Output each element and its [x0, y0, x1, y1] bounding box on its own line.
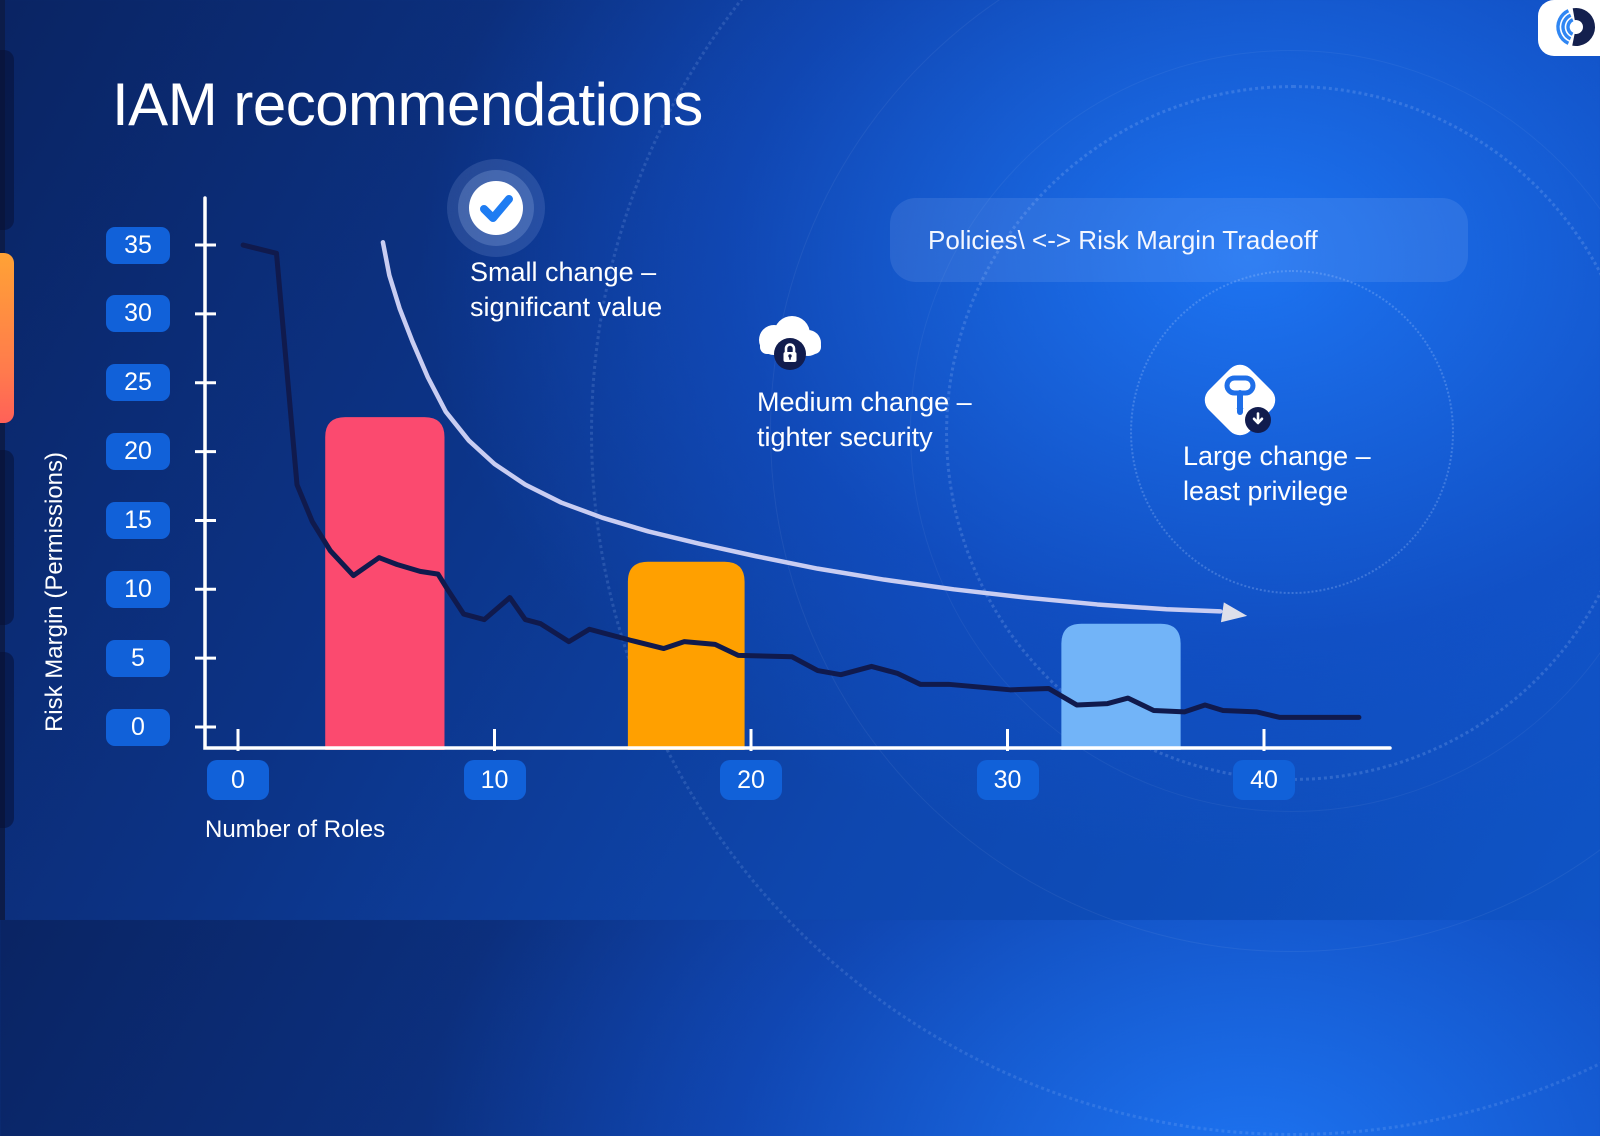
annotation-line: Medium change – [757, 387, 972, 417]
annotation-line: significant value [470, 292, 663, 322]
annotation-medium-change: Medium change – tighter security [757, 385, 972, 455]
cloud-lock-icon [759, 316, 821, 370]
y-tick-chip-30: 30 [106, 295, 170, 333]
trend-arrow-head [1220, 602, 1248, 623]
brand-sonar-ring-icon [1556, 7, 1596, 47]
tradeoff-pill: Policies\ <-> Risk Margin Tradeoff [890, 198, 1468, 282]
y-tick-chip-35: 35 [106, 226, 170, 264]
y-tick-chip-20: 20 [106, 433, 170, 471]
annotation-line: Large change – [1183, 441, 1371, 471]
risk-margin-line [240, 242, 1362, 720]
card-peek [0, 450, 14, 625]
page-title: IAM recommendations [112, 71, 703, 138]
risk-margin-chart [240, 240, 1362, 750]
annotation-small-change: Small change – significant value [470, 255, 662, 325]
y-tick-chip-5: 5 [106, 639, 170, 677]
brand-logo [1538, 0, 1600, 56]
card-peek [0, 652, 14, 828]
annotation-line: Small change – [470, 257, 657, 287]
key-download-icon [1204, 364, 1276, 436]
annotation-large-change: Large change – least privilege [1183, 439, 1371, 509]
tradeoff-trend-curve [380, 240, 1223, 614]
y-tick-chip-25: 25 [106, 364, 170, 402]
large-change-bar [1061, 623, 1181, 750]
card-peek-orange [0, 253, 14, 423]
y-tick-chip-15: 15 [106, 501, 170, 539]
check-circle-icon [447, 159, 545, 257]
small-change-bar [325, 417, 445, 750]
y-tick-chip-0: 0 [106, 708, 170, 746]
x-tick-chip-20: 20 [720, 760, 782, 800]
x-tick-chip-40: 40 [1233, 760, 1295, 800]
x-tick-chip-30: 30 [976, 760, 1039, 800]
annotation-line: tighter security [757, 422, 933, 452]
tradeoff-pill-label: Policies\ <-> Risk Margin Tradeoff [928, 224, 1318, 255]
y-tick-chip-10: 10 [106, 570, 170, 608]
x-tick-chip-0: 0 [207, 760, 269, 800]
annotation-line: least privilege [1183, 476, 1349, 506]
card-peek [0, 50, 14, 230]
x-axis-title: Number of Roles [205, 816, 386, 843]
y-axis-title: Risk Margin (Permissions) [41, 451, 68, 733]
x-tick-chip-10: 10 [463, 760, 526, 800]
medium-change-bar [627, 561, 745, 750]
